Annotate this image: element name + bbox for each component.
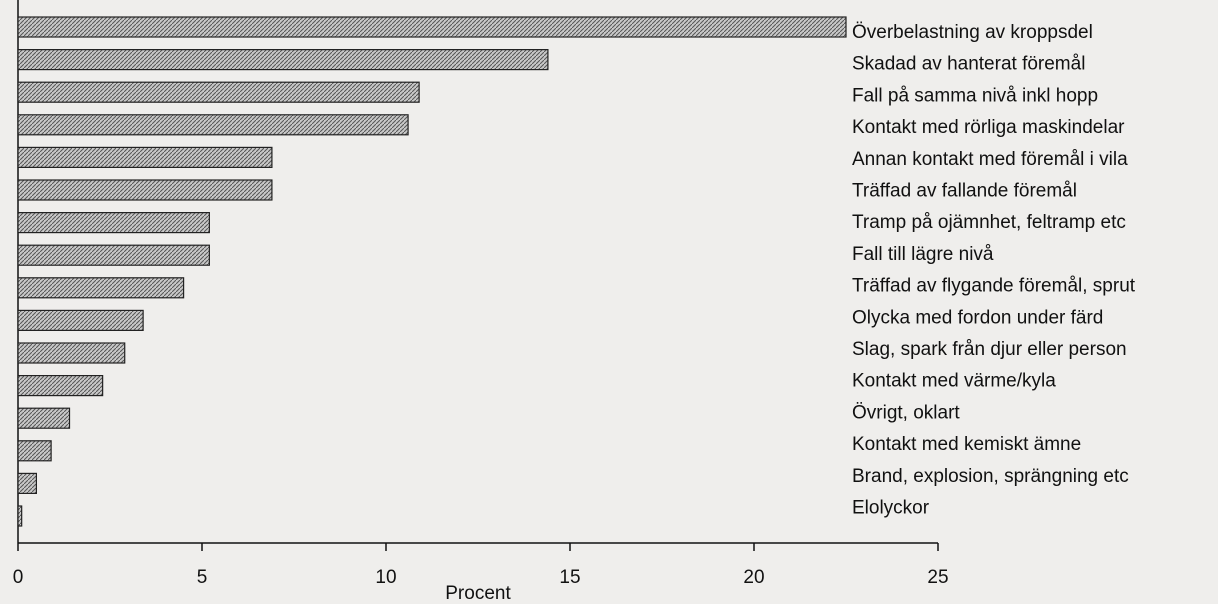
category-label: Brand, explosion, sprängning etc [852, 466, 1129, 487]
category-label: Slag, spark från djur eller person [852, 339, 1127, 360]
bar [17, 48, 549, 71]
category-label: Annan kontakt med föremål i vila [852, 149, 1128, 170]
category-label: Kontakt med rörliga maskindelar [852, 117, 1125, 138]
bar [17, 212, 210, 234]
bar [17, 505, 23, 527]
bar [17, 81, 420, 103]
x-axis-label: Procent [445, 583, 511, 604]
category-label: Tramp på ojämnhet, feltramp etc [852, 212, 1126, 233]
bar [17, 146, 273, 168]
bar [17, 179, 273, 201]
bar [17, 472, 37, 494]
x-tick-label: 5 [197, 567, 208, 588]
x-tick-label: 0 [13, 567, 24, 588]
category-label: Olycka med fordon under färd [852, 307, 1103, 328]
category-label: Träffad av fallande föremål [852, 181, 1077, 202]
category-label: Fall på samma nivå inkl hopp [852, 85, 1098, 106]
x-tick-label: 25 [927, 567, 948, 588]
category-label: Kontakt med kemiskt ämne [852, 434, 1081, 455]
bar [17, 342, 126, 364]
bar [17, 277, 185, 299]
bar [17, 407, 71, 429]
category-label: Överbelastning av kroppsdel [852, 22, 1093, 43]
x-tick-label: 15 [559, 567, 580, 588]
category-label: Kontakt med värme/kyla [852, 371, 1056, 392]
bar [17, 114, 409, 136]
x-tick-label: 20 [743, 567, 764, 588]
category-label: Skadad av hanterat föremål [852, 54, 1085, 75]
bar [17, 16, 847, 38]
bar [17, 375, 104, 397]
category-label: Fall till lägre nivå [852, 244, 994, 265]
bar [17, 244, 210, 266]
category-label: Övrigt, oklart [852, 402, 960, 423]
x-tick-label: 10 [375, 567, 396, 588]
category-label: Träffad av flygande föremål, sprut [852, 276, 1136, 297]
bar [17, 440, 52, 462]
bar [17, 309, 144, 331]
category-label: Elolyckor [852, 498, 930, 519]
